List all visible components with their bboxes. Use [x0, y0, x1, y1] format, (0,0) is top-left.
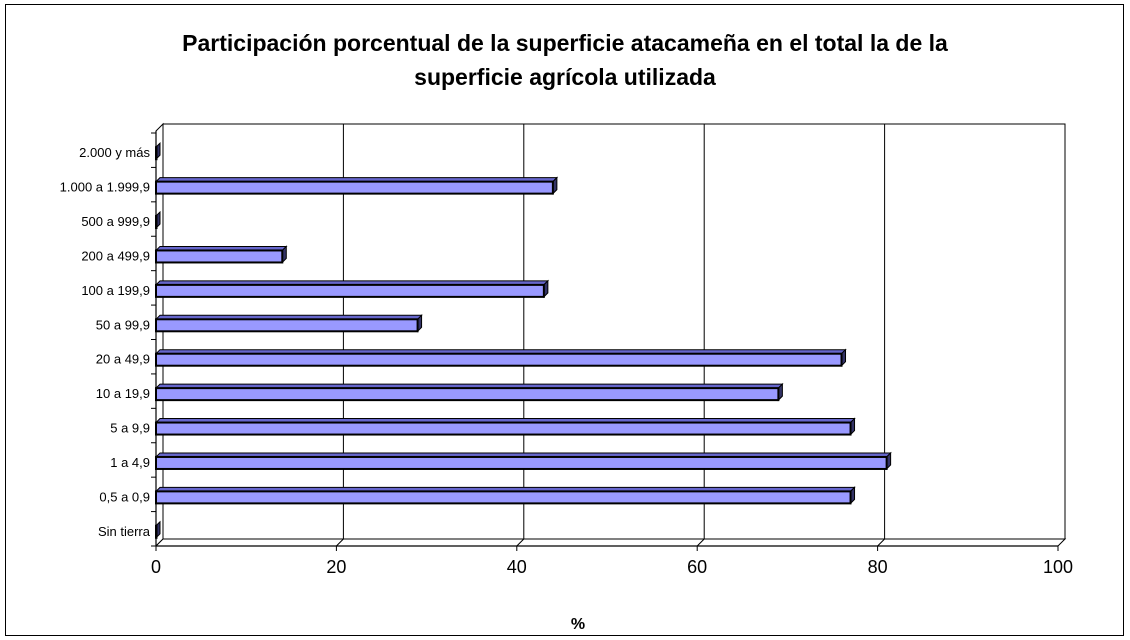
bars	[154, 142, 892, 539]
bar-front-face	[155, 283, 545, 298]
bar	[154, 314, 423, 333]
bar-front-face	[155, 455, 888, 470]
x-tick-label: 40	[507, 557, 527, 577]
category-label: 100 a 199,9	[81, 283, 150, 298]
category-label: 0,5 a 0,9	[99, 489, 150, 504]
x-tick-label: 60	[687, 557, 707, 577]
category-label: 50 a 99,9	[96, 317, 150, 332]
bar-front-face	[155, 524, 158, 539]
x-tick-label: 20	[326, 557, 346, 577]
x-tick-labels: 0 20 40 60 80 100	[151, 557, 1073, 577]
category-label: 20 a 49,9	[96, 352, 150, 367]
bar-front-face	[155, 249, 284, 264]
bar	[154, 417, 856, 436]
axes	[151, 131, 1059, 551]
category-label: 1.000 a 1.999,9	[60, 180, 150, 195]
bar-front-face	[155, 215, 158, 230]
bar-front-face	[155, 318, 419, 333]
plot-floor	[154, 538, 1067, 547]
gridline-floor	[696, 538, 705, 547]
bar-front-face	[155, 352, 843, 367]
category-labels: Sin tierra 0,5 a 0,9 1 a 4,9 5 a 9,9 10 a 19…	[60, 145, 151, 539]
bar-front-face	[155, 421, 852, 436]
gridline-floor	[877, 538, 885, 547]
chart-title-line-1: Participación porcentual de la superfici…	[182, 30, 948, 56]
category-label: 500 a 999,9	[81, 214, 150, 229]
category-label: Sin tierra	[98, 524, 151, 539]
bar-front-face	[155, 490, 852, 505]
category-label: 2.000 y más	[79, 145, 150, 160]
x-axis-label: %	[571, 616, 585, 633]
bar	[154, 348, 847, 367]
category-label: 5 a 9,9	[110, 421, 150, 436]
category-label: 200 a 499,9	[81, 248, 150, 263]
bar	[155, 210, 161, 230]
x-tick-label: 0	[151, 557, 161, 577]
bar	[155, 142, 161, 161]
bar-front-face	[155, 387, 780, 402]
gridline-floor	[516, 538, 525, 547]
bar	[154, 279, 550, 299]
x-tick-label: 80	[868, 557, 888, 577]
chart-title: Participación porcentual de la superfici…	[0, 26, 1130, 94]
x-tick-label: 100	[1043, 557, 1073, 577]
bar	[155, 520, 161, 539]
bar-front-face	[155, 180, 554, 195]
bar-front-face	[155, 146, 158, 161]
bar	[154, 176, 559, 195]
bar	[154, 382, 784, 402]
bar	[154, 245, 288, 264]
bar	[154, 451, 892, 471]
category-label: 10 a 19,9	[96, 386, 150, 401]
category-label: 1 a 4,9	[110, 455, 150, 470]
gridline-floor	[336, 538, 344, 547]
bar	[154, 486, 856, 505]
chart-title-line-2: superficie agrícola utilizada	[414, 64, 716, 90]
